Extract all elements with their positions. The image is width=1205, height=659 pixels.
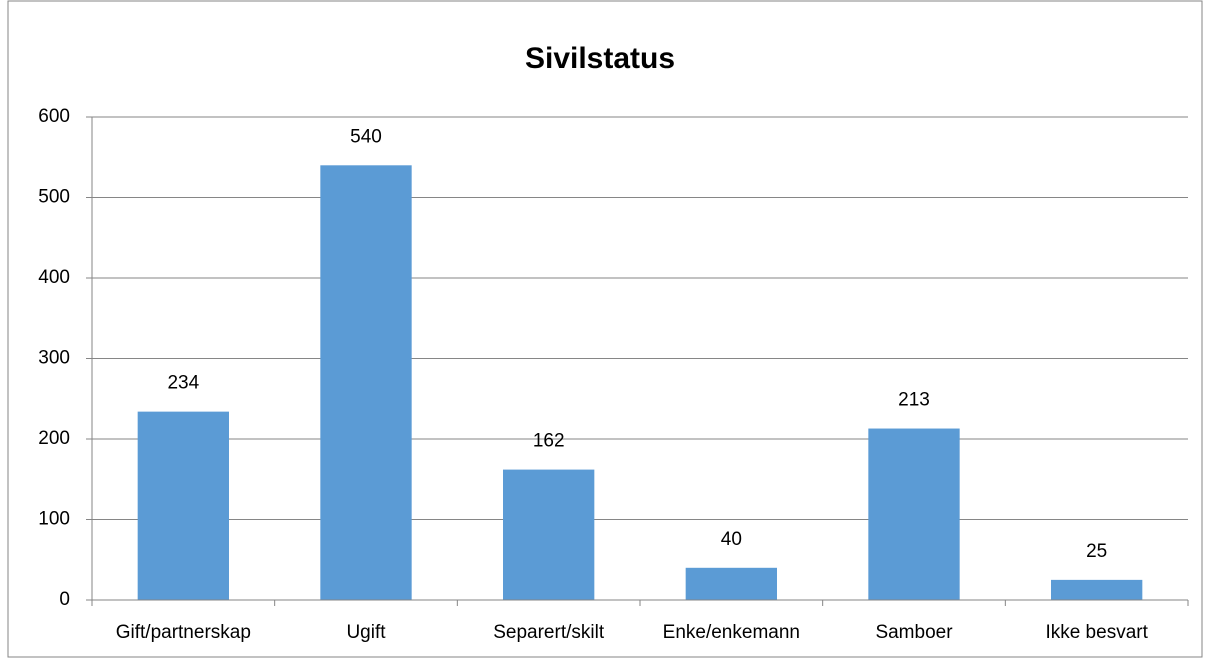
data-label: 40 <box>721 529 742 550</box>
x-tick-label: Separert/skilt <box>493 622 605 643</box>
bar <box>137 411 229 600</box>
bar <box>1051 579 1143 600</box>
data-label: 25 <box>1086 541 1107 562</box>
data-label: 213 <box>898 390 930 411</box>
bar <box>685 567 777 600</box>
bar <box>868 428 960 600</box>
y-tick-label: 300 <box>38 348 70 369</box>
chart-title: Sivilstatus <box>525 42 675 75</box>
y-tick-label: 100 <box>38 509 70 530</box>
x-tick-label: Enke/enkemann <box>663 622 800 643</box>
y-tick-label: 500 <box>38 187 70 208</box>
x-tick-label: Ikke besvart <box>1045 622 1148 643</box>
y-tick-label: 600 <box>38 106 70 127</box>
y-tick-label: 200 <box>38 428 70 449</box>
x-tick-label: Gift/partnerskap <box>116 622 251 643</box>
bar <box>503 469 595 600</box>
x-tick-label: Ugift <box>346 622 386 643</box>
data-label: 540 <box>350 126 382 147</box>
data-label: 162 <box>533 431 565 452</box>
bar <box>320 165 412 601</box>
x-tick-label: Samboer <box>875 622 953 643</box>
y-tick-label: 0 <box>59 589 70 610</box>
data-label: 234 <box>167 373 199 394</box>
y-tick-label: 400 <box>38 267 70 288</box>
